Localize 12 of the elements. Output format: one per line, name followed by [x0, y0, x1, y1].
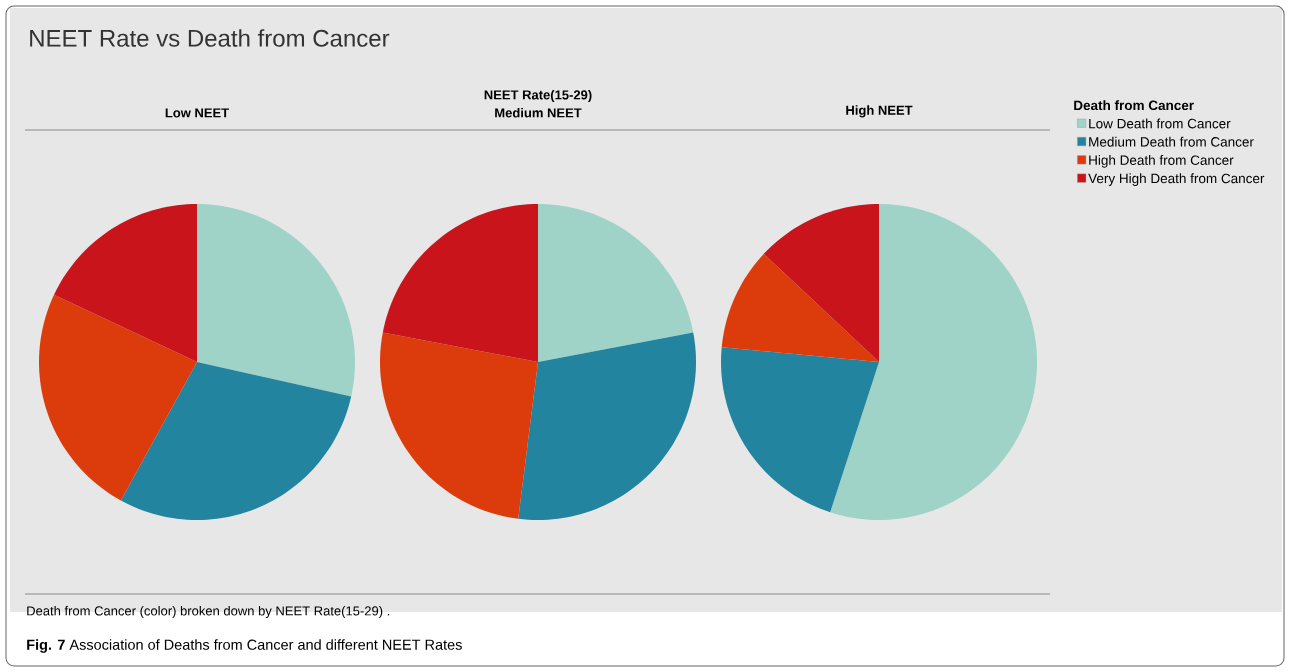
legend-label: High Death from Cancer: [1089, 155, 1234, 168]
legend-label: Low Death from Cancer: [1089, 118, 1231, 129]
text: NEET Rate(15-29): [484, 89, 592, 103]
legend-label: Very High Death from Cancer: [1088, 173, 1265, 186]
text: Fig. 7 Association of Deaths from Cancer and different NEET Rates: [27, 639, 462, 653]
chart-title: High NEET: [846, 105, 913, 118]
text: NEET Rate vs Death from Cancer: [30, 29, 390, 47]
chart-title: Low NEET: [165, 108, 229, 118]
chart-title: Medium NEET: [495, 107, 582, 118]
legend-label: Medium Death from Cancer: [1089, 136, 1254, 147]
text: Death from Cancer (color) broken down by NEET Rate(15-29) .: [27, 605, 390, 619]
legend-title: Death from Cancer: [1074, 100, 1194, 111]
